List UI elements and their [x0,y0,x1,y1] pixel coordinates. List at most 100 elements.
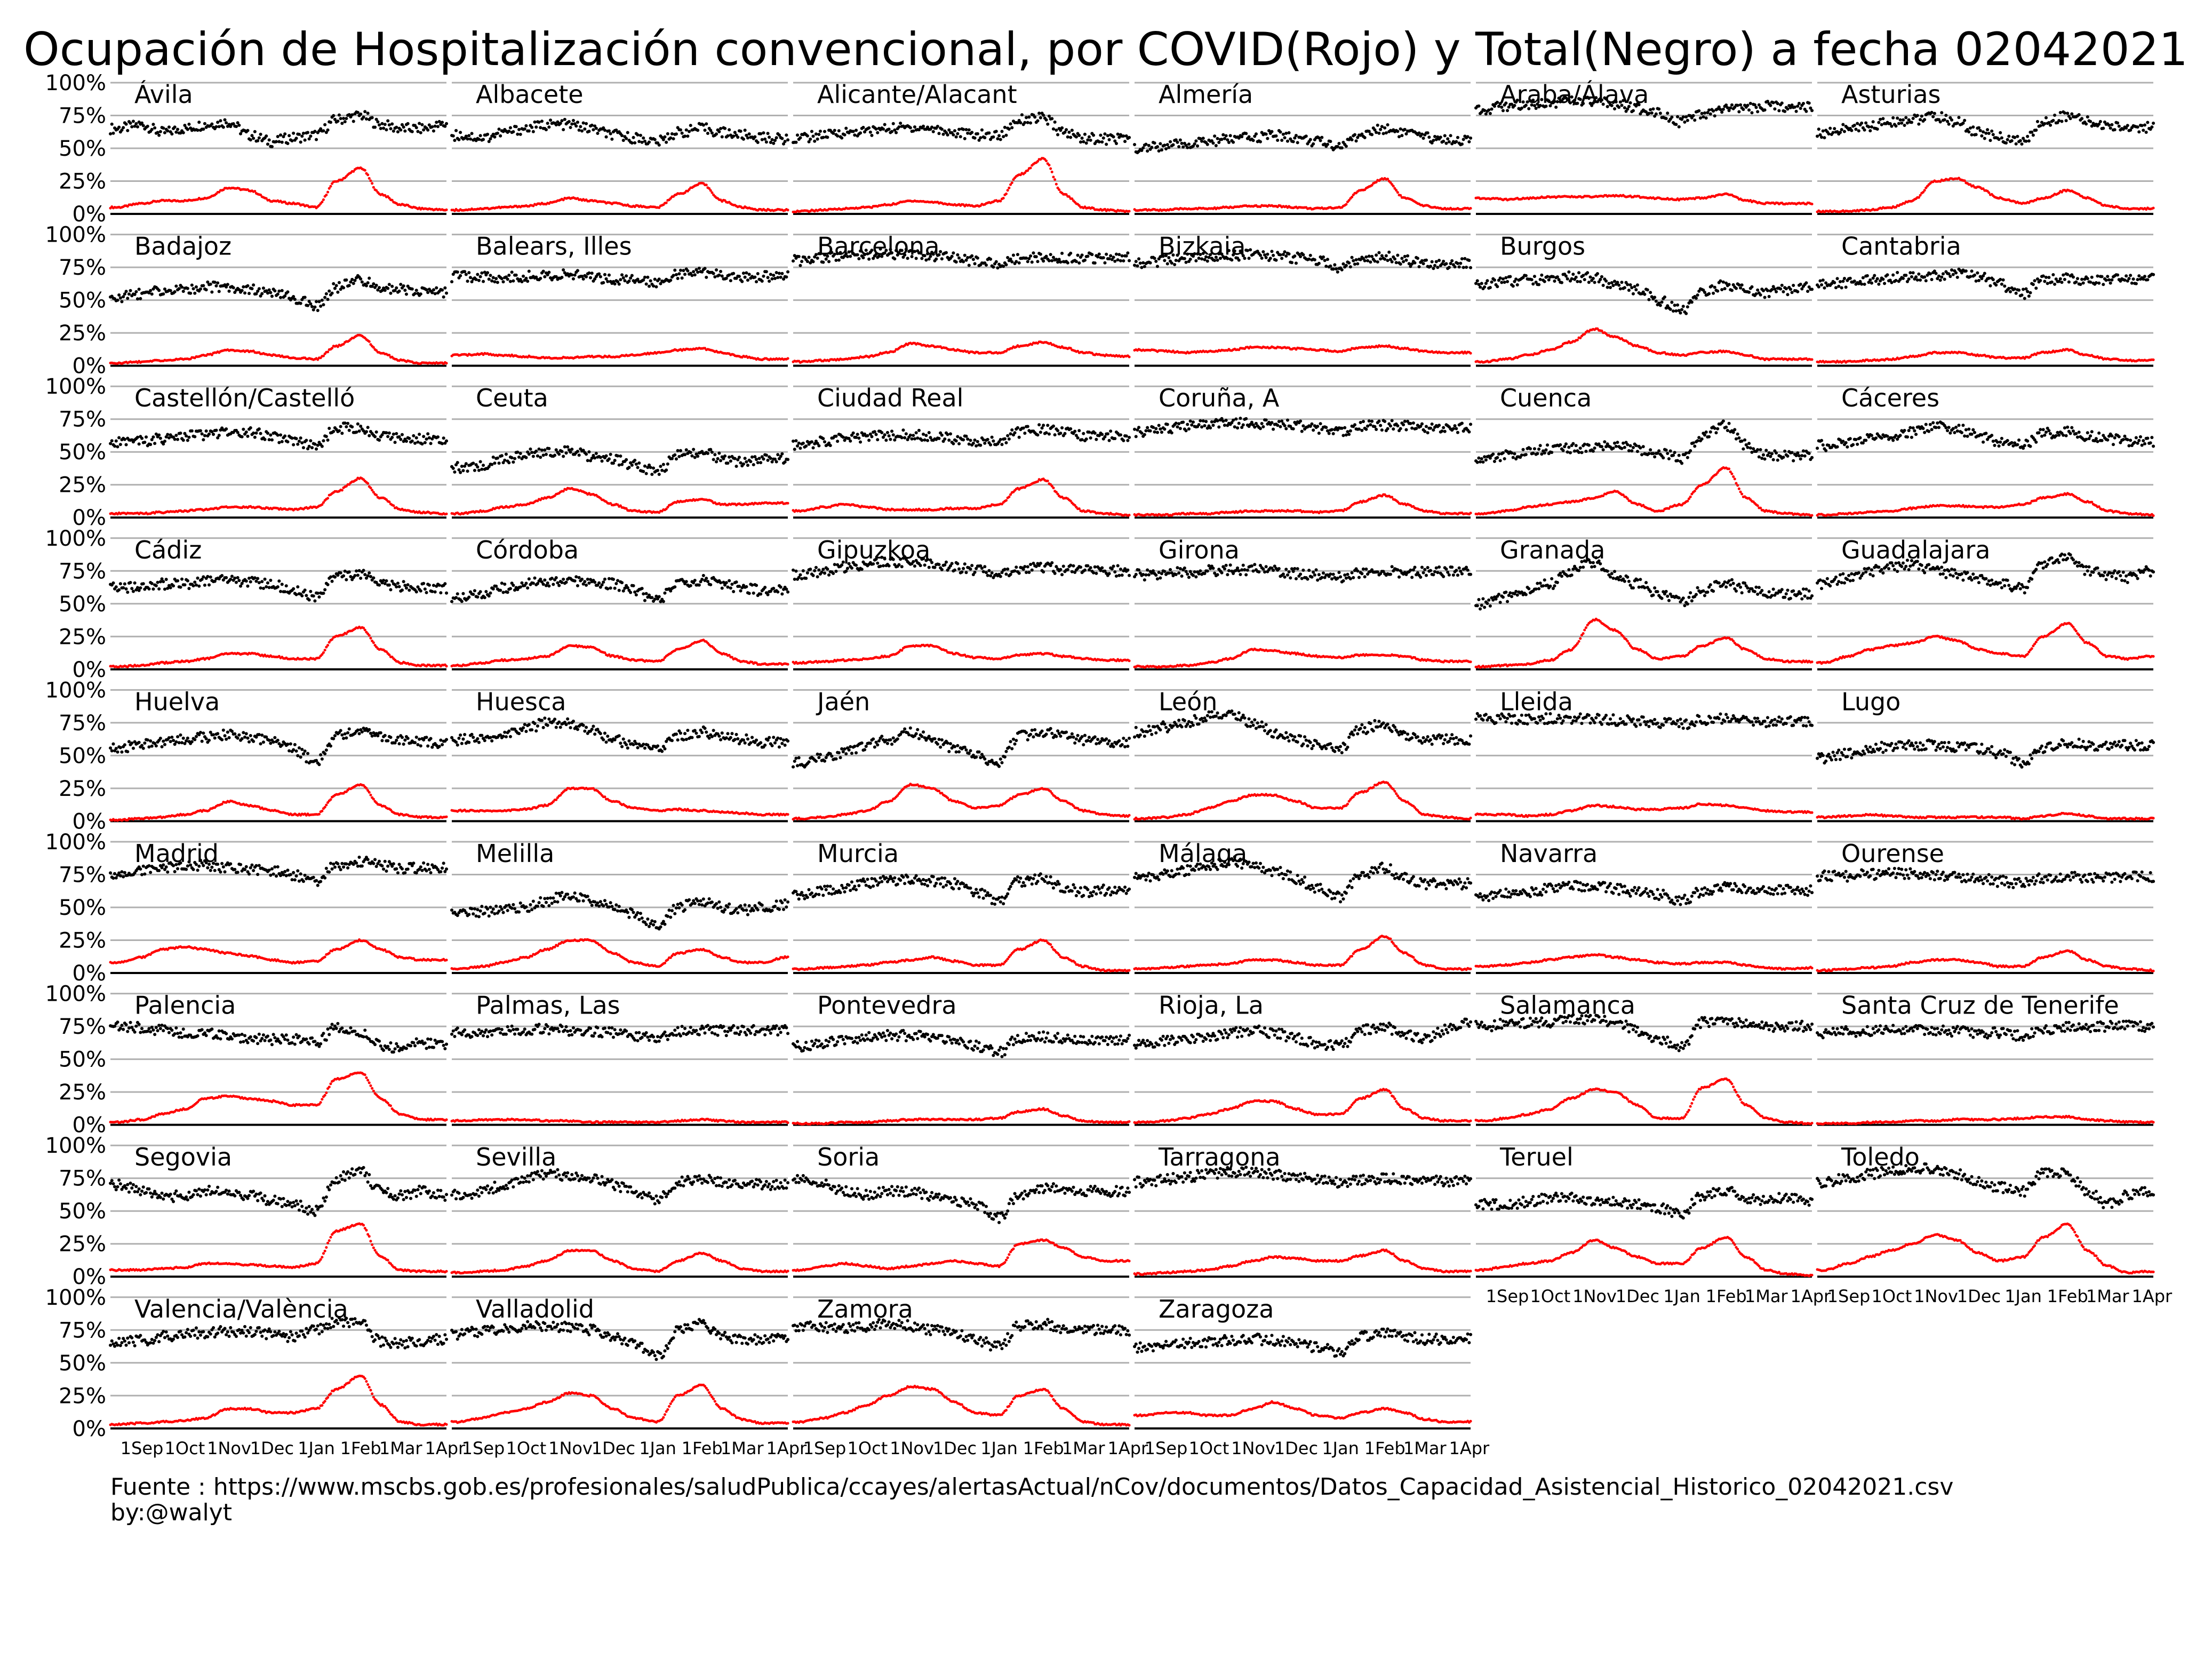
covid-occupancy-points [1474,1235,1814,1278]
author-note: by:@walyt [110,1499,232,1526]
covid-occupancy-points [109,476,448,516]
total-occupancy-points [792,1318,1131,1352]
panel-title: Badajoz [134,232,231,261]
panel-gipuzkoa: Gipuzkoa [792,536,1131,671]
panel-title: Granada [1500,536,1605,564]
panel-guadalajara: Guadalajara [1816,536,2155,671]
x-tick-label: 1Apr [425,1438,466,1458]
total-occupancy-points [450,1023,790,1043]
covid-occupancy-points [1133,648,1472,669]
y-tick-label: 0% [73,658,106,682]
panel-cadiz: 0% 25% 50% 75% 100% Cádiz [45,527,449,682]
x-tick-label: 1Jan [1663,1286,1700,1306]
panel-title: Murcia [817,839,899,868]
x-tick-label: 1Nov [1231,1438,1275,1458]
panel-valencia-valencia: 0% 25% 50% 75% 100% Valencia/València 1Sep 1Oct… [45,1286,466,1458]
total-occupancy-points [1474,270,1814,315]
panel-title: Lleida [1500,687,1573,716]
y-tick-label: 50% [59,1199,106,1224]
total-occupancy-points [1133,123,1473,155]
total-occupancy-points [109,110,449,148]
covid-occupancy-points [792,938,1131,972]
panel-title: Jaén [816,687,870,716]
x-tick-label: 1Nov [207,1438,251,1458]
panel-rioja-la: Rioja, La [1133,991,1473,1126]
panel-title: Castellón/Castelló [134,384,355,412]
covid-occupancy-points [792,783,1131,821]
total-occupancy-points [1474,880,1814,906]
covid-occupancy-points [450,639,789,668]
panel-palencia: 0% 25% 50% 75% 100% Palencia [45,982,449,1138]
panel-title: Araba/Álava [1500,80,1649,109]
panel-title: Lugo [1841,687,1900,716]
covid-occupancy-points [109,1071,448,1124]
panel-title: Guadalajara [1841,536,1990,564]
panel-title: Alicante/Alacant [817,80,1017,109]
y-tick-label: 75% [59,863,106,888]
panel-title: Barcelona [817,232,940,261]
y-tick-label: 75% [59,1167,106,1191]
panel-cantabria: Cantabria [1816,232,2155,367]
x-tick-label: 1Feb [340,1438,381,1458]
covid-occupancy-points [1816,621,2155,665]
total-occupancy-points [109,727,449,767]
x-tick-label: 1Oct [165,1438,205,1458]
x-tick-label: 1Sep [121,1438,164,1458]
panel-title: Bizkaia [1159,232,1245,261]
total-occupancy-points [109,1020,449,1054]
x-tick-label: 1Sep [1145,1438,1188,1458]
panel-title: Madrid [134,839,219,868]
panel-title: Melilla [476,839,554,868]
total-occupancy-points [109,569,449,603]
y-tick-label: 0% [73,1265,106,1289]
x-tick-label: 1Jan [1322,1438,1359,1458]
panel-ceuta: Ceuta [450,384,790,519]
y-tick-label: 0% [73,506,106,530]
total-occupancy-points [792,423,1131,451]
y-tick-label: 75% [59,559,106,584]
total-occupancy-points [450,1318,790,1361]
y-tick-label: 75% [59,256,106,280]
total-occupancy-points [109,1166,449,1217]
covid-occupancy-points [450,938,789,971]
total-occupancy-points [1133,1327,1473,1358]
y-tick-label: 50% [59,1048,106,1072]
panel-title: Sevilla [476,1143,556,1171]
panel-cuenca: Cuenca [1474,384,1814,519]
total-occupancy-points [109,856,449,887]
covid-occupancy-points [1133,344,1472,355]
y-tick-label: 0% [73,961,106,986]
covid-occupancy-points [792,157,1131,213]
y-tick-label: 50% [59,440,106,465]
covid-occupancy-points [1474,327,1814,364]
x-tick-label: 1Oct [1189,1438,1229,1458]
total-occupancy-points [1474,419,1814,465]
total-occupancy-points [792,247,1131,270]
panel-jaen: Jaén [792,687,1131,823]
x-tick-label: 1Apr [2131,1286,2173,1306]
covid-occupancy-points [1133,1088,1472,1124]
panel-title: Asturias [1841,80,1941,109]
total-occupancy-points [450,117,790,147]
covid-occupancy-points [1474,802,1814,818]
y-tick-label: 100% [45,678,106,703]
panel-coruna-a: Coruña, A [1133,384,1473,519]
x-tick-label: 1Jan [980,1438,1018,1458]
total-occupancy-points [109,421,449,451]
x-tick-label: 1Mar [1745,1286,1788,1306]
y-tick-label: 0% [73,202,106,227]
covid-occupancy-points [1133,780,1472,821]
panel-navarra: Navarra [1474,839,1814,974]
panel-title: Segovia [134,1143,232,1171]
x-tick-label: 1Jan [2005,1286,2042,1306]
panel-leon: León [1133,687,1473,823]
total-occupancy-points [1816,552,2155,595]
panel-title: Palmas, Las [476,991,620,1020]
total-occupancy-points [1474,1013,1814,1052]
panel-lugo: Lugo [1816,687,2155,823]
panel-albacete: Albacete [450,80,790,215]
y-tick-label: 50% [59,289,106,313]
panel-title: Zaragoza [1159,1295,1274,1323]
